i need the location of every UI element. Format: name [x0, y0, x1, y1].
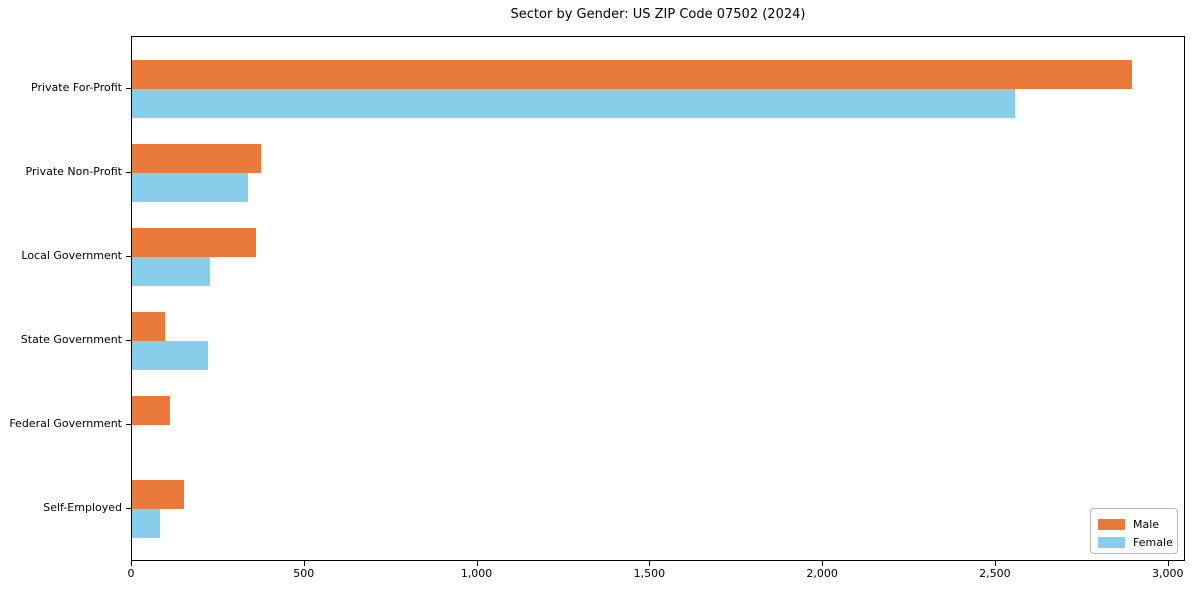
y-axis-category-label: Local Government: [21, 249, 122, 262]
x-axis-tick-mark: [822, 561, 824, 566]
x-axis-tick-label: 1,000: [460, 567, 493, 580]
plot-area: [131, 36, 1185, 561]
x-axis-tick-mark: [649, 561, 651, 566]
bar-male-2: [132, 144, 262, 173]
x-axis-tick-label: 1,500: [633, 567, 666, 580]
x-axis-tick-label: 2,000: [806, 567, 838, 580]
x-axis-tick-mark: [303, 561, 305, 566]
bar-female-4: [132, 341, 208, 370]
bar-female-1: [132, 89, 1015, 118]
legend-swatch-female: [1098, 536, 1125, 548]
legend-label-male: Male: [1133, 517, 1160, 531]
bar-female-2: [132, 173, 248, 202]
legend-swatch-male: [1098, 518, 1125, 530]
y-axis-category-label: Private For-Profit: [31, 81, 122, 94]
bar-male-5: [132, 396, 170, 425]
bar-male-3: [132, 228, 257, 257]
y-axis-tick-mark: [126, 256, 131, 257]
x-axis-tick-label: 0: [127, 567, 135, 580]
x-axis-tick-mark: [1167, 561, 1169, 566]
y-axis-tick-mark: [126, 508, 131, 509]
legend-entry-male: Male: [1098, 515, 1170, 533]
bar-female-6: [132, 509, 160, 538]
chart-title: Sector by Gender: US ZIP Code 07502 (202…: [510, 7, 806, 22]
legend: Male Female: [1090, 508, 1178, 554]
x-axis-tick-mark: [476, 561, 478, 566]
bar-male-1: [132, 60, 1133, 89]
x-axis-tick-mark: [131, 561, 132, 566]
x-axis-tick-label: 2,500: [979, 567, 1011, 580]
bar-female-3: [132, 257, 210, 286]
y-axis-category-label: Federal Government: [9, 417, 122, 430]
x-axis-tick-label: 3,000: [1151, 567, 1184, 580]
x-axis-tick-mark: [994, 561, 996, 566]
y-axis-tick-mark: [126, 88, 131, 89]
bar-male-6: [132, 480, 184, 509]
bar-male-4: [132, 312, 165, 341]
legend-label-female: Female: [1133, 535, 1173, 549]
y-axis-tick-mark: [126, 424, 131, 425]
y-axis-category-label: Self-Employed: [43, 501, 122, 514]
x-axis-tick-label: 500: [293, 567, 315, 580]
y-axis-tick-mark: [126, 340, 131, 341]
y-axis-category-label: Private Non-Profit: [25, 165, 122, 178]
legend-entry-female: Female: [1098, 533, 1173, 551]
y-axis-tick-mark: [126, 172, 131, 173]
y-axis-category-label: State Government: [20, 333, 122, 346]
